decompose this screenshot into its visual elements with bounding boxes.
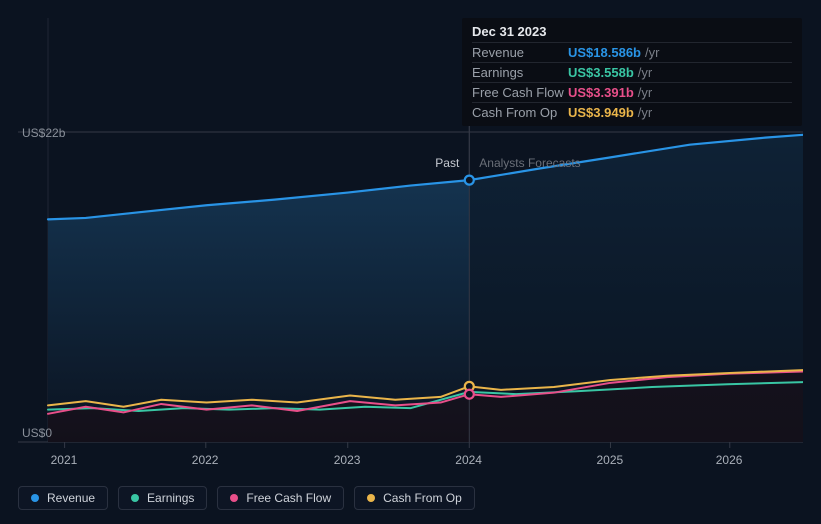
legend-label: Cash From Op	[383, 491, 462, 505]
tooltip-row-fcf: Free Cash Flow US$3.391b /yr	[472, 82, 792, 102]
legend-dot-icon	[230, 494, 238, 502]
tooltip-label: Earnings	[472, 65, 568, 80]
tooltip-value: US$3.558b	[568, 65, 634, 80]
tooltip-value: US$3.391b	[568, 85, 634, 100]
legend-dot-icon	[31, 494, 39, 502]
legend-label: Revenue	[47, 491, 95, 505]
legend-label: Free Cash Flow	[246, 491, 331, 505]
x-axis-label-3: 2024	[455, 453, 482, 467]
y-axis-label-top: US$22b	[22, 126, 65, 140]
hover-tooltip: Dec 31 2023 Revenue US$18.586b /yr Earni…	[462, 18, 802, 126]
x-axis-label-2: 2023	[334, 453, 361, 467]
x-axis-label-1: 2022	[192, 453, 219, 467]
legend-earnings[interactable]: Earnings	[118, 486, 207, 510]
tooltip-label: Cash From Op	[472, 105, 568, 120]
tooltip-value: US$18.586b	[568, 45, 641, 60]
tooltip-value: US$3.949b	[568, 105, 634, 120]
x-axis-label-0: 2021	[51, 453, 78, 467]
x-axis-label-5: 2026	[716, 453, 743, 467]
legend-dot-icon	[131, 494, 139, 502]
tooltip-unit: /yr	[645, 45, 659, 60]
tooltip-unit: /yr	[638, 85, 652, 100]
legend-revenue[interactable]: Revenue	[18, 486, 108, 510]
tooltip-label: Revenue	[472, 45, 568, 60]
tooltip-date: Dec 31 2023	[472, 24, 792, 42]
forecast-region-label: Analysts Forecasts	[479, 156, 580, 170]
legend: Revenue Earnings Free Cash Flow Cash Fro…	[18, 486, 475, 510]
legend-label: Earnings	[147, 491, 194, 505]
tooltip-label: Free Cash Flow	[472, 85, 568, 100]
tooltip-row-revenue: Revenue US$18.586b /yr	[472, 42, 792, 62]
tooltip-row-cfo: Cash From Op US$3.949b /yr	[472, 102, 792, 122]
tooltip-row-earnings: Earnings US$3.558b /yr	[472, 62, 792, 82]
past-region-label: Past	[435, 156, 459, 170]
tooltip-unit: /yr	[638, 105, 652, 120]
x-axis-label-4: 2025	[596, 453, 623, 467]
y-axis-label-bottom: US$0	[22, 426, 52, 440]
legend-fcf[interactable]: Free Cash Flow	[217, 486, 344, 510]
financial-chart: US$22b US$0 2021 2022 2023 2024 2025 202…	[18, 18, 803, 506]
legend-dot-icon	[367, 494, 375, 502]
legend-cfo[interactable]: Cash From Op	[354, 486, 475, 510]
tooltip-unit: /yr	[638, 65, 652, 80]
